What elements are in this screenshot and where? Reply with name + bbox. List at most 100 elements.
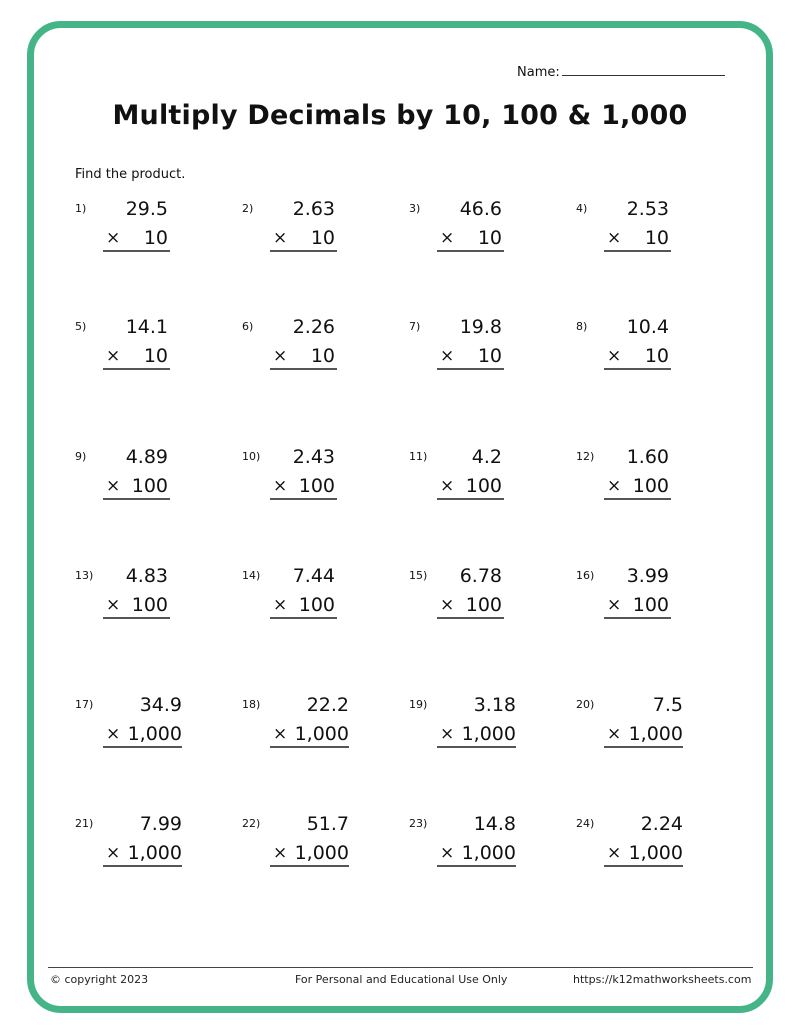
problem-number: 7): [409, 320, 421, 333]
multiplicand: 22.2: [306, 694, 349, 716]
problem: 10) 2.43 × 100: [242, 446, 402, 516]
multiplier: 1,000: [127, 842, 182, 864]
multiplicand: 29.5: [125, 198, 168, 220]
problem-number: 12): [576, 450, 595, 463]
multiplier: 100: [465, 594, 502, 616]
answer-line: [270, 865, 349, 867]
problem-number: 2): [242, 202, 254, 215]
answer-line: [604, 368, 671, 370]
problem: 5) 14.1 × 10: [75, 316, 235, 386]
problem-number: 15): [409, 569, 428, 582]
problem: 11) 4.2 × 100: [409, 446, 569, 516]
answer-line: [103, 368, 170, 370]
problem-number: 23): [409, 817, 428, 830]
problem: 23) 14.8 × 1,000: [409, 813, 569, 883]
multiplier: 1,000: [628, 842, 683, 864]
multiplier: 100: [131, 475, 168, 497]
problem-number: 20): [576, 698, 595, 711]
multiplicand: 3.99: [626, 565, 669, 587]
answer-line: [103, 865, 182, 867]
problem: 7) 19.8 × 10: [409, 316, 569, 386]
answer-line: [437, 498, 504, 500]
multiplicand: 3.18: [473, 694, 516, 716]
problem: 17) 34.9 × 1,000: [75, 694, 235, 764]
answer-line: [103, 498, 170, 500]
multiplier: 100: [632, 594, 669, 616]
multiply-sign: ×: [440, 724, 455, 744]
name-label: Name:: [517, 65, 560, 80]
multiplier: 100: [298, 475, 335, 497]
multiplicand: 7.5: [652, 694, 683, 716]
answer-line: [437, 865, 516, 867]
multiplier: 100: [632, 475, 669, 497]
multiply-sign: ×: [106, 476, 121, 496]
problem-number: 9): [75, 450, 87, 463]
answer-line: [437, 746, 516, 748]
multiply-sign: ×: [106, 595, 121, 615]
multiply-sign: ×: [607, 228, 622, 248]
name-blank: [561, 63, 725, 76]
multiply-sign: ×: [607, 476, 622, 496]
problem: 21) 7.99 × 1,000: [75, 813, 235, 883]
multiplier: 10: [143, 227, 168, 249]
multiply-sign: ×: [273, 476, 288, 496]
multiply-sign: ×: [106, 843, 121, 863]
multiply-sign: ×: [273, 843, 288, 863]
problem: 2) 2.63 × 10: [242, 198, 402, 268]
problem-number: 19): [409, 698, 428, 711]
answer-line: [270, 617, 337, 619]
answer-line: [103, 746, 182, 748]
multiplier: 1,000: [294, 842, 349, 864]
multiplicand: 14.1: [125, 316, 168, 338]
problem: 24) 2.24 × 1,000: [576, 813, 736, 883]
problem-number: 14): [242, 569, 261, 582]
problem: 20) 7.5 × 1,000: [576, 694, 736, 764]
multiply-sign: ×: [440, 595, 455, 615]
problem-number: 10): [242, 450, 261, 463]
answer-line: [604, 746, 683, 748]
multiplicand: 2.43: [292, 446, 335, 468]
footer-divider: [48, 967, 753, 968]
multiplicand: 51.7: [306, 813, 349, 835]
worksheet-border: [27, 21, 773, 1013]
multiplicand: 2.26: [292, 316, 335, 338]
problem: 9) 4.89 × 100: [75, 446, 235, 516]
multiplier: 100: [131, 594, 168, 616]
problem-number: 4): [576, 202, 588, 215]
multiplicand: 2.63: [292, 198, 335, 220]
multiplicand: 10.4: [626, 316, 669, 338]
multiplier: 10: [644, 345, 669, 367]
multiplier: 1,000: [461, 723, 516, 745]
problem: 8) 10.4 × 10: [576, 316, 736, 386]
problem-number: 3): [409, 202, 421, 215]
multiplicand: 19.8: [459, 316, 502, 338]
multiplicand: 34.9: [139, 694, 182, 716]
multiplicand: 46.6: [459, 198, 502, 220]
multiplier: 10: [477, 227, 502, 249]
multiplier: 1,000: [127, 723, 182, 745]
multiplier: 10: [644, 227, 669, 249]
multiply-sign: ×: [106, 346, 121, 366]
problem: 6) 2.26 × 10: [242, 316, 402, 386]
problem-number: 11): [409, 450, 428, 463]
multiplier: 10: [143, 345, 168, 367]
multiply-sign: ×: [273, 346, 288, 366]
multiply-sign: ×: [607, 724, 622, 744]
problem-number: 1): [75, 202, 87, 215]
problem: 19) 3.18 × 1,000: [409, 694, 569, 764]
multiply-sign: ×: [440, 228, 455, 248]
multiplier: 10: [310, 345, 335, 367]
multiply-sign: ×: [440, 843, 455, 863]
answer-line: [103, 617, 170, 619]
problem: 12) 1.60 × 100: [576, 446, 736, 516]
multiplicand: 4.83: [125, 565, 168, 587]
multiply-sign: ×: [440, 346, 455, 366]
problem: 3) 46.6 × 10: [409, 198, 569, 268]
problem-number: 22): [242, 817, 261, 830]
problem: 16) 3.99 × 100: [576, 565, 736, 635]
multiplier: 100: [465, 475, 502, 497]
multiplicand: 4.89: [125, 446, 168, 468]
answer-line: [103, 250, 170, 252]
problem-number: 21): [75, 817, 94, 830]
problem-number: 24): [576, 817, 595, 830]
